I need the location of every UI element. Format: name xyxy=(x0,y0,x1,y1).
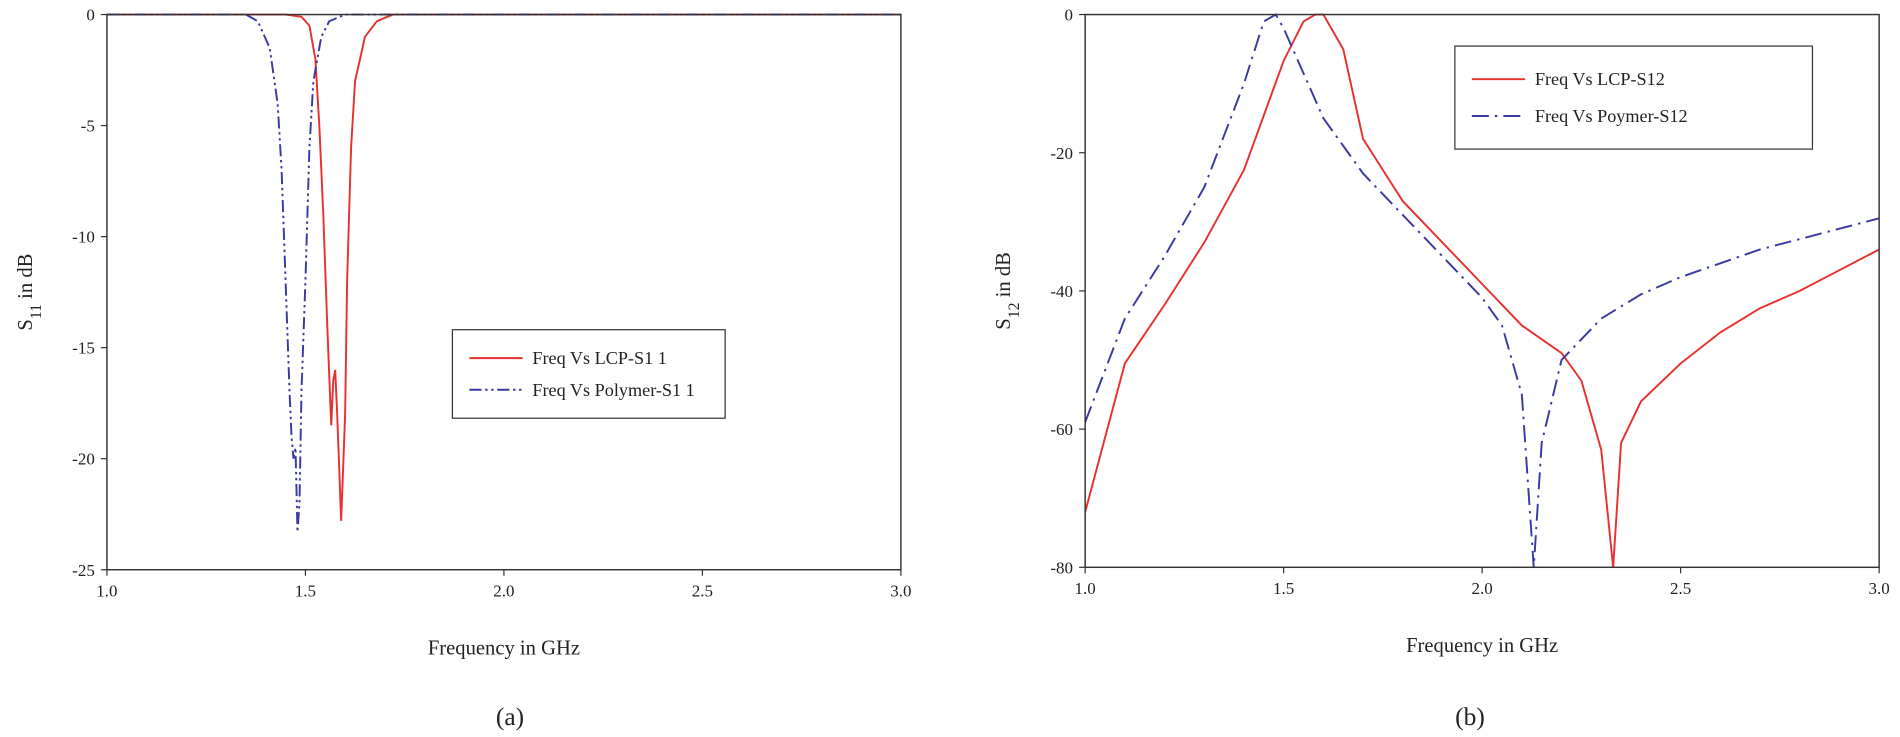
y-tick-label: -60 xyxy=(1050,420,1073,439)
y-axis-label-part: 12 xyxy=(1006,302,1023,318)
y-tick-label: -5 xyxy=(81,117,95,136)
plot: 0 -5 -10 -15 -20 -251.0 1.5 2.0 2.5 3.0 Frequency … xyxy=(15,6,912,731)
y-axis-label-part: in dB xyxy=(993,252,1015,302)
plot-frame xyxy=(1084,13,1880,569)
y-tick-label: -80 xyxy=(1050,558,1073,577)
legend-label: Freq Vs LCP-S1 1 xyxy=(532,348,666,368)
legend: Freq Vs LCP-S1 1 Freq Vs Polymer-S1 1 xyxy=(451,329,726,419)
y-tick-label: -40 xyxy=(1050,282,1073,301)
y-axis-label-part: in dB xyxy=(15,254,37,304)
y-tick-label: -25 xyxy=(72,561,95,580)
legend-label: Freq Vs Poymer-S12 xyxy=(1535,106,1688,126)
caption: (a) xyxy=(496,702,524,731)
legend-label: Freq Vs LCP-S12 xyxy=(1535,69,1665,89)
y-tick-label: -20 xyxy=(72,450,95,469)
y-tick-label: 0 xyxy=(1065,6,1073,25)
x-axis-label: Frequency in GHz xyxy=(1406,635,1558,657)
legend-label: Freq Vs Polymer-S1 1 xyxy=(532,380,694,400)
series-line xyxy=(1084,13,1880,568)
x-tick-label: 1.0 xyxy=(1075,579,1096,598)
x-tick-label: 2.0 xyxy=(1472,579,1493,598)
x-axis-label: Frequency in GHz xyxy=(428,638,580,660)
x-tick-label: 2.5 xyxy=(1670,579,1691,598)
caption: (b) xyxy=(1455,702,1485,731)
x-tick-label: 1.5 xyxy=(295,581,316,600)
legend: Freq Vs LCP-S12 Freq Vs Poymer-S12 xyxy=(1454,45,1814,150)
y-axis-label-part: S xyxy=(15,319,37,330)
legend-box xyxy=(451,329,726,419)
y-tick-label: 0 xyxy=(86,6,94,25)
x-tick-label: 2.0 xyxy=(493,581,514,600)
x-tick-label: 1.5 xyxy=(1273,579,1294,598)
series-line xyxy=(106,13,901,533)
series-line xyxy=(106,13,901,521)
x-tick-label: 2.5 xyxy=(692,581,713,600)
legend-box xyxy=(1454,45,1814,150)
plot-frame xyxy=(106,13,902,571)
y-axis-label: S11 in dB xyxy=(15,254,45,331)
y-tick-label: -15 xyxy=(72,339,95,358)
x-tick-label: 3.0 xyxy=(1869,579,1890,598)
series-line xyxy=(1084,13,1880,568)
y-axis-label-part: 11 xyxy=(27,304,44,319)
y-axis-label: S12 in dB xyxy=(993,252,1022,330)
y-axis-label-part: S xyxy=(993,318,1015,329)
y-tick-label: -20 xyxy=(1050,144,1073,163)
x-tick-label: 1.0 xyxy=(96,581,117,600)
x-tick-label: 3.0 xyxy=(890,581,911,600)
plot: 0 -20 -40 -60 -801.0 1.5 2.0 2.5 3.0 Frequency in… xyxy=(993,6,1890,731)
y-tick-label: -10 xyxy=(72,228,95,247)
